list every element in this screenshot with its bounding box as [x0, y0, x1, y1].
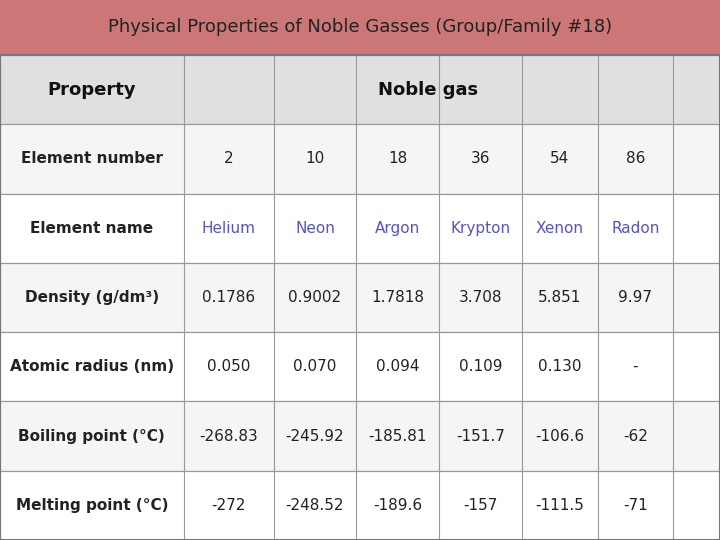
Text: -151.7: -151.7: [456, 429, 505, 443]
Text: -111.5: -111.5: [536, 498, 584, 513]
Bar: [0, 55, 720, 540]
Text: 2: 2: [224, 151, 233, 166]
Text: 54: 54: [550, 151, 570, 166]
Bar: [0, 332, 720, 401]
Text: 86: 86: [626, 151, 645, 166]
Text: 0.1786: 0.1786: [202, 290, 255, 305]
Text: Noble gas: Noble gas: [378, 80, 479, 99]
Text: 0.9002: 0.9002: [289, 290, 341, 305]
Text: 1.7818: 1.7818: [372, 290, 424, 305]
Text: 18: 18: [388, 151, 408, 166]
Text: Density (g/dm³): Density (g/dm³): [24, 290, 159, 305]
Text: Element name: Element name: [30, 221, 153, 236]
Bar: [0, 263, 720, 332]
Bar: [0, 124, 720, 193]
Bar: [0, 471, 720, 540]
Text: Atomic radius (nm): Atomic radius (nm): [10, 359, 174, 374]
Text: -157: -157: [464, 498, 498, 513]
Text: Helium: Helium: [202, 221, 256, 236]
Text: Element number: Element number: [21, 151, 163, 166]
Text: 36: 36: [471, 151, 490, 166]
Text: Xenon: Xenon: [536, 221, 584, 236]
Text: 9.97: 9.97: [618, 290, 652, 305]
Bar: [0, 0, 720, 55]
Text: -: -: [633, 359, 638, 374]
Text: Krypton: Krypton: [451, 221, 510, 236]
Text: -272: -272: [212, 498, 246, 513]
Text: 3.708: 3.708: [459, 290, 503, 305]
Text: Melting point (°C): Melting point (°C): [16, 498, 168, 513]
Text: 0.109: 0.109: [459, 359, 503, 374]
Text: -106.6: -106.6: [535, 429, 585, 443]
Text: 0.094: 0.094: [376, 359, 420, 374]
Text: Radon: Radon: [611, 221, 660, 236]
Text: 0.070: 0.070: [293, 359, 337, 374]
Text: Boiling point (°C): Boiling point (°C): [19, 429, 165, 443]
Text: 0.050: 0.050: [207, 359, 251, 374]
Bar: [0, 401, 720, 471]
Text: Property: Property: [48, 80, 136, 99]
Bar: [0, 55, 720, 124]
Text: -245.92: -245.92: [286, 429, 344, 443]
Text: -189.6: -189.6: [373, 498, 423, 513]
Text: -71: -71: [623, 498, 648, 513]
Text: -62: -62: [623, 429, 648, 443]
Text: 0.130: 0.130: [538, 359, 582, 374]
Text: Physical Properties of Noble Gasses (Group/Family #18): Physical Properties of Noble Gasses (Gro…: [108, 18, 612, 37]
Text: Argon: Argon: [375, 221, 420, 236]
Bar: [0, 193, 720, 263]
Text: 10: 10: [305, 151, 325, 166]
Text: -185.81: -185.81: [369, 429, 427, 443]
Text: -268.83: -268.83: [199, 429, 258, 443]
Text: 5.851: 5.851: [538, 290, 582, 305]
Text: -248.52: -248.52: [286, 498, 344, 513]
Text: Neon: Neon: [295, 221, 335, 236]
